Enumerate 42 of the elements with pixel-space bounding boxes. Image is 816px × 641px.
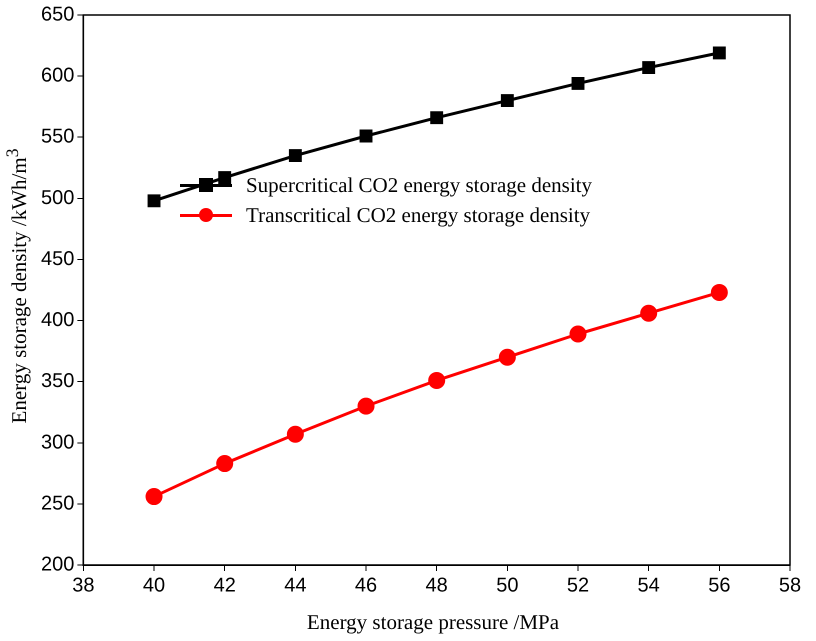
x-axis-title: Energy storage pressure /MPa	[306, 610, 560, 635]
x-tick-label: 40	[142, 574, 166, 597]
y-tick-label: 350	[40, 370, 74, 392]
point	[146, 488, 163, 506]
point	[148, 194, 160, 208]
point	[498, 348, 516, 366]
legend-label: Supercritical CO2 energy storage density	[246, 173, 592, 197]
y-tick-label: 250	[40, 492, 74, 514]
x-tick-label: 50	[496, 574, 518, 597]
point	[640, 304, 658, 322]
point	[216, 455, 234, 472]
point	[286, 426, 304, 443]
point	[572, 76, 584, 90]
point	[710, 284, 728, 301]
y-tick-label: 600	[40, 64, 74, 87]
y-tick-label: 650	[40, 4, 74, 26]
point	[570, 326, 587, 342]
point	[358, 398, 375, 415]
legend-label: Transcritical CO2 energy storage density	[246, 203, 590, 227]
x-tick-label: 52	[566, 574, 590, 597]
point	[712, 46, 726, 60]
point	[430, 111, 444, 124]
x-tick-label: 58	[778, 574, 802, 597]
point	[288, 149, 302, 162]
x-tick-label: 44	[284, 574, 306, 597]
y-tick-label: 550	[40, 126, 74, 148]
x-tick-label: 56	[708, 574, 730, 597]
point	[218, 171, 232, 184]
point	[428, 372, 446, 389]
x-tick-label: 46	[354, 574, 378, 597]
y-tick-label: 500	[40, 186, 74, 209]
y-tick-label: 400	[40, 309, 74, 332]
point	[642, 61, 656, 74]
x-tick-label: 48	[426, 574, 448, 597]
point	[360, 130, 372, 142]
y-tick-label: 300	[40, 431, 74, 454]
y-tick-label: 450	[40, 248, 74, 270]
point	[500, 94, 514, 108]
x-tick-label: 38	[72, 574, 94, 597]
y-tick-label: 200	[40, 554, 74, 576]
x-tick-label: 54	[638, 574, 660, 597]
x-tick-label: 42	[214, 574, 236, 597]
